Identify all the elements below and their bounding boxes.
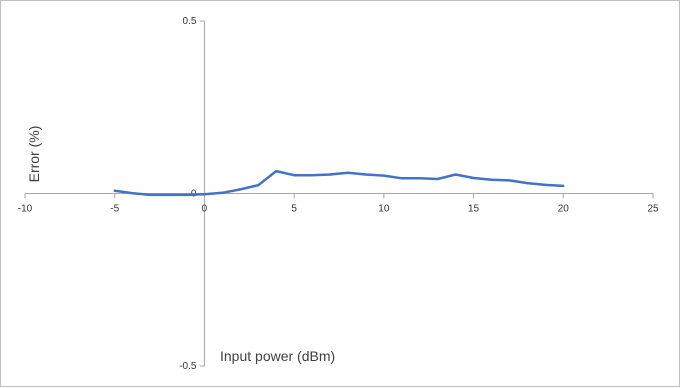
x-axis-ticks: -10 -5 0 5 10 15 20 25 xyxy=(18,193,659,215)
data-point xyxy=(562,184,565,188)
data-point xyxy=(382,174,386,177)
data-point xyxy=(454,173,457,176)
data-point xyxy=(544,183,547,187)
data-point xyxy=(257,184,260,187)
data-point xyxy=(203,192,206,196)
series-layer xyxy=(113,169,565,197)
data-point xyxy=(239,188,242,191)
series-line-0 xyxy=(114,169,564,197)
data-point xyxy=(526,181,529,185)
x-tick-label: 15 xyxy=(468,204,480,215)
x-tick-label: 10 xyxy=(378,204,390,215)
x-tick-label: -5 xyxy=(110,204,119,215)
data-point xyxy=(149,193,152,197)
data-point xyxy=(472,176,475,180)
data-point xyxy=(364,173,368,176)
data-point xyxy=(328,173,332,176)
data-point xyxy=(310,174,314,177)
data-point xyxy=(436,177,439,181)
y-axis-title: Error (%) xyxy=(26,126,42,183)
data-point xyxy=(490,178,493,181)
y-tick-label: -0.5 xyxy=(179,361,197,372)
data-point xyxy=(292,174,296,177)
data-point xyxy=(185,193,188,197)
data-point xyxy=(508,179,511,182)
x-tick-label: 20 xyxy=(558,204,570,215)
x-tick-label: 0 xyxy=(202,204,208,215)
x-tick-label: -10 xyxy=(18,204,33,215)
axes: -10 -5 0 5 10 15 20 25 0.5 0 -0.5 xyxy=(18,16,659,372)
data-point xyxy=(131,191,134,195)
y-tick-label: 0.5 xyxy=(183,16,197,27)
data-point xyxy=(113,189,116,192)
data-point xyxy=(275,169,278,173)
data-point xyxy=(418,177,421,180)
data-point xyxy=(346,171,350,174)
data-point xyxy=(400,177,403,180)
data-point xyxy=(221,191,224,195)
data-point xyxy=(167,193,170,197)
x-tick-label: 5 xyxy=(291,204,297,215)
x-axis-title: Input power (dBm) xyxy=(220,348,335,364)
x-tick-label: 25 xyxy=(647,204,659,215)
